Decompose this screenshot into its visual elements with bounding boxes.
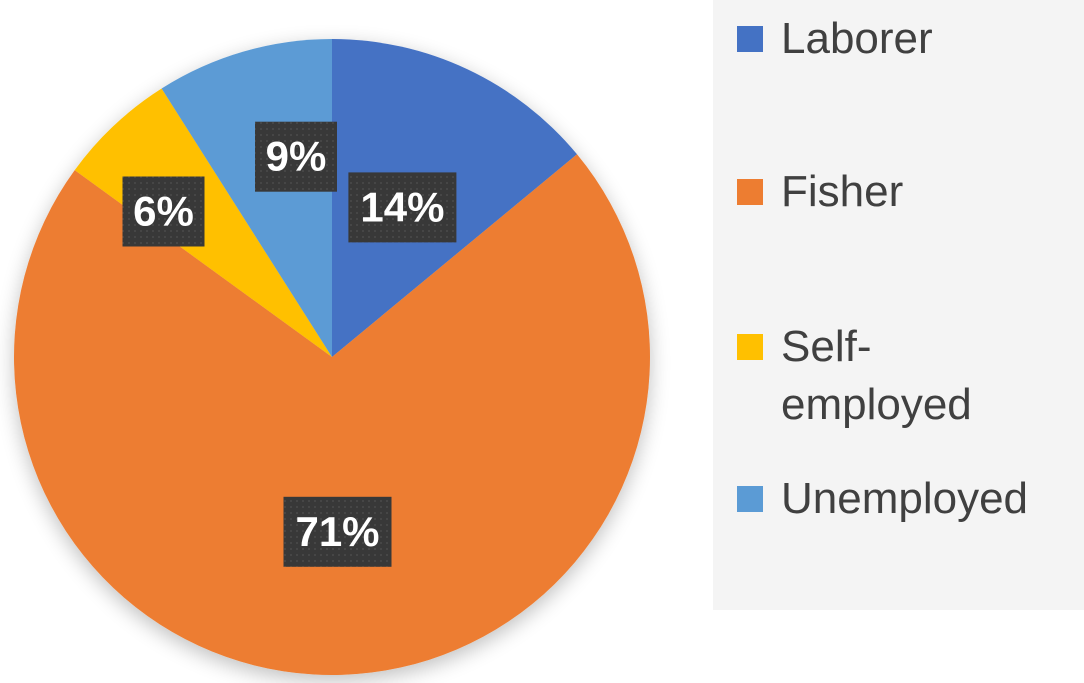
legend-label: Fisher (781, 167, 904, 216)
legend-item-fisher: Fisher (737, 163, 1081, 221)
data-label-text: 6% (133, 188, 194, 235)
data-label-text: 71% (295, 508, 379, 555)
legend-label: Unemployed (781, 474, 1029, 523)
data-label-laborer: 14% (348, 172, 457, 243)
data-label-background (283, 496, 392, 567)
data-label-background (348, 172, 457, 243)
pie-chart: 14% 71% 6% 9% (13, 38, 650, 675)
legend-swatch-unemployed (737, 486, 763, 512)
legend-label: Laborer (781, 14, 933, 63)
legend-item-unemployed: Unemployed (737, 470, 1081, 528)
legend-item-laborer: Laborer (737, 10, 1081, 68)
legend: Laborer Fisher Self-employed Unemployed (713, 0, 1084, 610)
legend-label: Self-employed (781, 322, 972, 429)
data-label-unemployed: 9% (255, 121, 337, 192)
legend-swatch-laborer (737, 26, 763, 52)
data-label-background (122, 176, 205, 247)
data-label-fisher: 71% (283, 496, 392, 567)
data-label-text: 14% (360, 183, 444, 230)
pie-slice-unemployed (161, 38, 332, 357)
legend-swatch-fisher (737, 179, 763, 205)
data-label-text: 9% (266, 133, 327, 180)
legend-item-self-employed: Self-employed (737, 318, 1021, 434)
legend-swatch-self-employed (737, 334, 763, 360)
data-label-background (255, 121, 337, 192)
data-label-self-employed: 6% (122, 176, 205, 247)
pie-data-labels: 14% 71% 6% 9% (122, 121, 457, 567)
pie-slice-fisher (13, 154, 650, 675)
